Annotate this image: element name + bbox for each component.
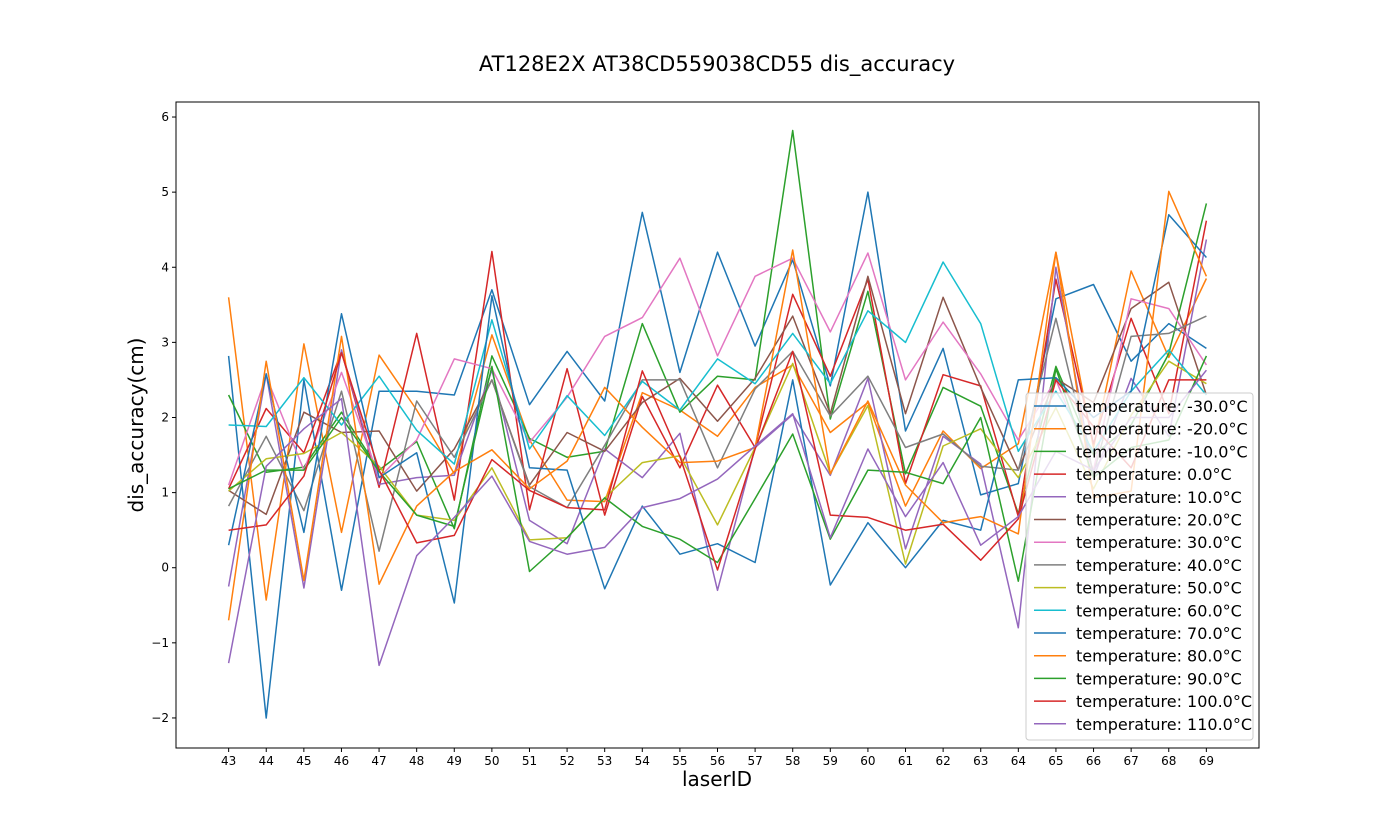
x-tick-label: 44 bbox=[259, 754, 274, 768]
x-tick-label: 69 bbox=[1199, 754, 1214, 768]
y-tick-label: 0 bbox=[161, 561, 169, 575]
x-axis-ticks: 43 44 45 46 47 48 49 50 51 52 53 54 55 56 57 58 59 60 61 62… bbox=[221, 748, 1214, 768]
x-tick-label: 67 bbox=[1124, 754, 1139, 768]
y-axis-title: dis_accuracy(cm) bbox=[124, 338, 148, 513]
series-line-7 bbox=[227, 315, 1207, 552]
legend-label-6: temperature: 30.0°C bbox=[1076, 533, 1242, 552]
legend-label-4: temperature: 10.0°C bbox=[1076, 488, 1242, 507]
x-tick-label: 58 bbox=[785, 754, 800, 768]
legend-label-13: temperature: 100.0°C bbox=[1076, 692, 1252, 711]
legend-label-10: temperature: 70.0°C bbox=[1076, 624, 1242, 643]
x-tick-label: 50 bbox=[484, 754, 499, 768]
x-tick-label: 62 bbox=[935, 754, 950, 768]
x-tick-label: 52 bbox=[559, 754, 574, 768]
y-tick-label: 1 bbox=[161, 486, 169, 500]
legend-label-5: temperature: 20.0°C bbox=[1076, 511, 1242, 530]
y-tick-label: 2 bbox=[161, 410, 169, 424]
x-tick-label: 49 bbox=[447, 754, 462, 768]
x-tick-label: 59 bbox=[823, 754, 838, 768]
series-line-10 bbox=[227, 213, 1207, 604]
legend-label-1: temperature: -20.0°C bbox=[1076, 420, 1248, 439]
y-tick-label: −2 bbox=[151, 711, 169, 725]
x-tick-label: 65 bbox=[1048, 754, 1063, 768]
x-tick-label: 55 bbox=[672, 754, 687, 768]
x-tick-label: 48 bbox=[409, 754, 424, 768]
y-tick-label: 5 bbox=[161, 185, 169, 199]
x-tick-label: 54 bbox=[635, 754, 650, 768]
x-axis-title: laserID bbox=[682, 767, 752, 791]
series-line-1 bbox=[227, 251, 1208, 601]
chart-title: AT128E2X AT38CD559038CD55 dis_accuracy bbox=[479, 52, 955, 77]
x-tick-label: 64 bbox=[1011, 754, 1026, 768]
x-tick-label: 68 bbox=[1161, 754, 1176, 768]
legend-box bbox=[1025, 392, 1254, 741]
x-tick-label: 66 bbox=[1086, 754, 1101, 768]
x-tick-label: 56 bbox=[710, 754, 725, 768]
legend-label-12: temperature: 90.0°C bbox=[1076, 669, 1242, 688]
x-tick-label: 51 bbox=[522, 754, 537, 768]
x-tick-label: 53 bbox=[597, 754, 612, 768]
series-line-3 bbox=[227, 220, 1208, 518]
y-tick-label: 3 bbox=[161, 335, 169, 349]
legend-label-2: temperature: -10.0°C bbox=[1076, 442, 1248, 461]
legend-label-11: temperature: 80.0°C bbox=[1076, 647, 1242, 666]
y-axis-ticks: −2 −1 0 1 2 3 4 5 6 bbox=[151, 110, 176, 725]
series-line-11 bbox=[227, 190, 1208, 621]
x-tick-label: 47 bbox=[371, 754, 386, 768]
legend-label-7: temperature: 40.0°C bbox=[1076, 556, 1242, 575]
legend-label-14: temperature: 110.0°C bbox=[1076, 715, 1252, 734]
x-tick-label: 60 bbox=[860, 754, 875, 768]
x-tick-label: 46 bbox=[334, 754, 349, 768]
y-tick-label: −1 bbox=[151, 636, 169, 650]
y-tick-label: 4 bbox=[161, 260, 169, 274]
legend-label-8: temperature: 50.0°C bbox=[1076, 579, 1242, 598]
y-tick-label: 6 bbox=[161, 110, 169, 124]
x-tick-label: 45 bbox=[296, 754, 311, 768]
legend: temperature: -30.0°C temperature: -20.0°C… bbox=[1025, 392, 1254, 741]
plot-frame bbox=[175, 101, 1260, 749]
x-tick-label: 57 bbox=[747, 754, 762, 768]
x-tick-label: 61 bbox=[898, 754, 913, 768]
legend-label-9: temperature: 60.0°C bbox=[1076, 601, 1242, 620]
x-tick-label: 63 bbox=[973, 754, 988, 768]
legend-label-3: temperature: 0.0°C bbox=[1076, 465, 1232, 484]
legend-label-0: temperature: -30.0°C bbox=[1076, 397, 1248, 416]
x-tick-label: 43 bbox=[221, 754, 236, 768]
